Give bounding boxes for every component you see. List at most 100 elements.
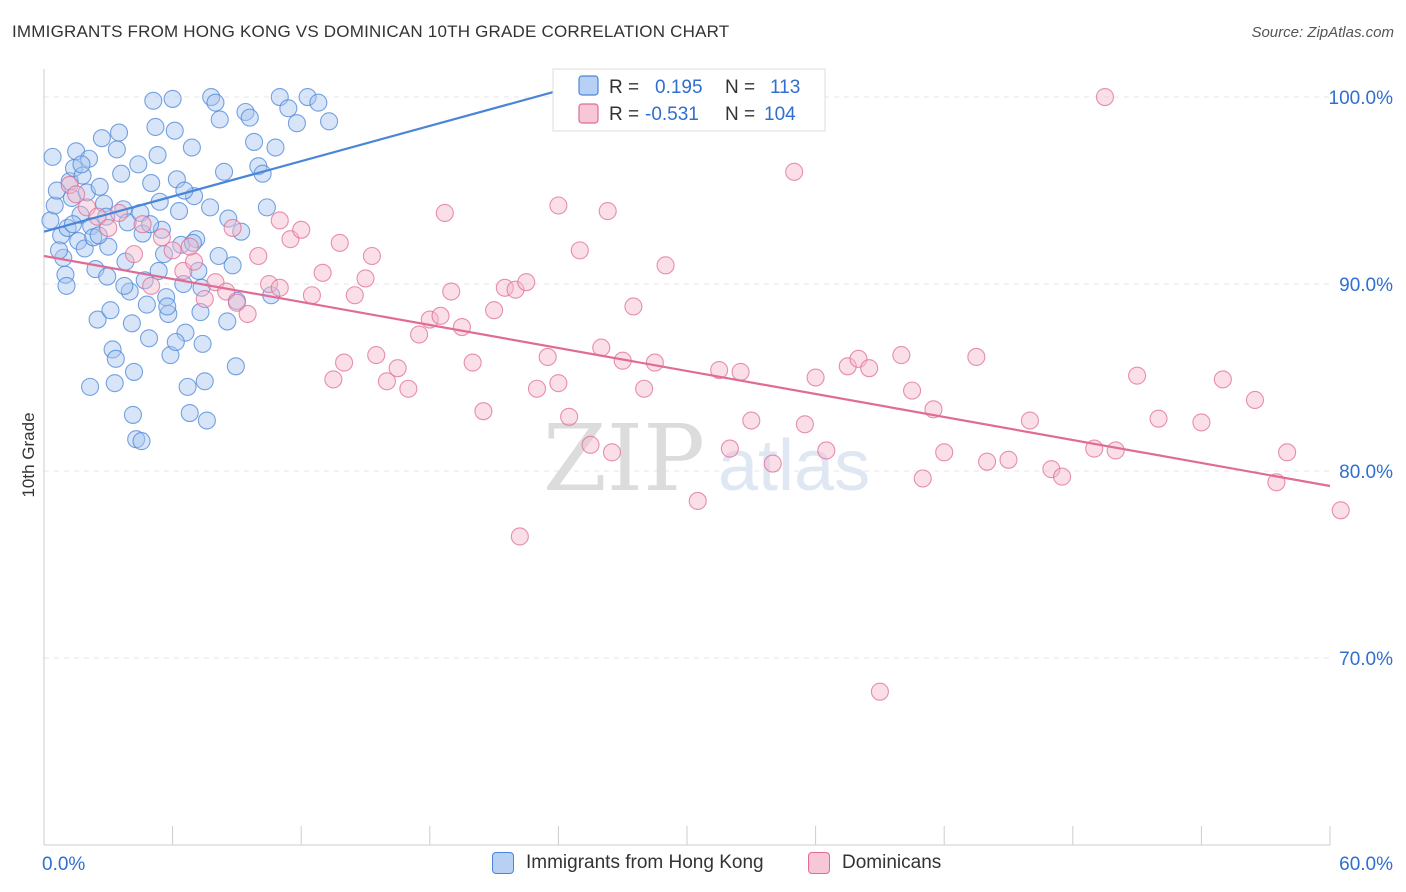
point-series-0-64 [182,138,201,157]
point-series-0-108 [158,297,177,316]
point-series-1-63 [742,411,761,430]
point-series-1-82 [1042,460,1061,479]
watermark-zip: ZIP [543,405,705,512]
axes [43,69,1331,846]
stats-swatch-hongkong [578,75,599,96]
point-series-1-95 [223,218,242,237]
point-series-1-85 [1095,87,1114,107]
point-series-1-17 [238,304,257,324]
point-series-0-21 [90,177,109,196]
point-series-1-68 [817,441,836,460]
point-series-0-20 [88,310,107,329]
point-series-0-22 [92,129,111,148]
point-series-0-29 [107,140,126,159]
point-series-0-81 [240,108,259,127]
chart-source: Source: ZipAtlas.com [1251,24,1394,41]
point-series-0-31 [112,164,131,183]
point-series-1-99 [549,196,568,215]
point-series-0-96 [57,276,76,295]
chart-title: IMMIGRANTS FROM HONG KONG VS DOMINICAN 1… [12,22,730,41]
point-series-1-33 [410,325,429,344]
point-series-0-101 [98,267,117,286]
point-series-1-90 [1213,370,1232,389]
stats-n-label-1: N = [725,77,755,98]
point-series-0-1 [45,196,64,215]
point-series-1-46 [549,374,568,393]
point-series-0-102 [106,349,125,368]
point-series-1-81 [1020,411,1039,430]
y-tick-label-3: 70.0% [1339,649,1393,670]
point-series-1-30 [377,372,396,391]
point-series-0-115 [218,312,237,331]
stats-swatch-dominicans [578,103,599,124]
point-series-1-12 [184,252,204,271]
point-series-0-71 [197,411,216,430]
point-series-1-45 [538,347,557,367]
point-series-1-24 [313,263,332,282]
point-series-1-44 [527,379,547,398]
point-series-0-94 [43,147,62,166]
point-series-1-22 [292,220,311,239]
point-series-1-29 [367,346,386,365]
point-series-0-98 [72,155,91,174]
stats-box: R = 0.195 N = 113 R = -0.531 N = 104 [552,68,826,132]
point-series-1-25 [324,370,343,389]
legend-label-dominicans: Dominicans [842,852,942,873]
point-series-0-63 [180,404,199,423]
point-series-1-48 [570,241,589,260]
point-series-0-91 [298,87,317,107]
point-series-0-82 [244,132,264,151]
point-series-1-97 [510,527,529,546]
point-series-1-28 [356,269,375,288]
x-tick-label-right: 60.0% [1339,854,1393,875]
point-series-1-16 [227,293,246,312]
point-series-1-39 [474,402,493,421]
watermark: ZIP atlas [543,405,870,512]
point-series-1-6 [124,245,144,264]
point-series-0-70 [195,372,214,391]
point-series-0-116 [226,357,245,376]
point-series-0-92 [309,93,328,112]
point-series-1-102 [180,237,199,256]
point-series-1-18 [249,246,268,266]
point-series-1-83 [1053,467,1072,486]
point-series-1-60 [710,361,729,380]
y-axis-label: 10th Grade [19,412,38,497]
point-series-0-53 [159,304,178,324]
point-series-1-20 [270,278,289,297]
point-series-0-79 [232,222,251,241]
point-series-1-10 [163,241,182,260]
point-series-0-58 [169,202,189,221]
trend-lines [43,86,1331,488]
tick-labels: 100.0% 90.0% 80.0% 70.0% 0.0% 60.0% [42,88,1393,875]
legend-swatch-dominicans [808,852,830,874]
point-series-0-62 [178,377,197,396]
stats-r-value-1: 0.195 [655,77,703,98]
point-series-1-86 [1106,441,1125,460]
point-series-1-56 [656,256,675,275]
point-series-1-91 [1245,390,1265,410]
point-series-1-1 [67,185,86,204]
point-series-0-43 [137,295,156,314]
point-series-0-93 [320,112,339,131]
y-tick-label-0: 100.0% [1329,88,1394,109]
point-series-1-75 [913,469,932,488]
point-series-1-94 [1331,501,1350,520]
point-series-0-113 [201,198,220,217]
y-tick-label-1: 90.0% [1339,275,1393,296]
point-series-0-0 [41,211,60,230]
point-series-1-87 [1128,366,1147,385]
point-series-1-88 [1149,409,1168,428]
stats-r-value-2: -0.531 [645,104,699,125]
point-series-0-74 [210,110,229,129]
stats-r-label-1: R = [609,77,639,98]
point-series-0-11 [69,231,88,251]
point-series-1-49 [581,435,600,454]
y-tick-label-2: 80.0% [1339,462,1393,483]
point-series-1-7 [133,215,152,234]
point-series-1-98 [598,202,617,221]
point-series-0-39 [129,155,148,174]
point-series-0-45 [142,174,161,193]
legend-item-dominicans: Dominicans [808,852,941,874]
